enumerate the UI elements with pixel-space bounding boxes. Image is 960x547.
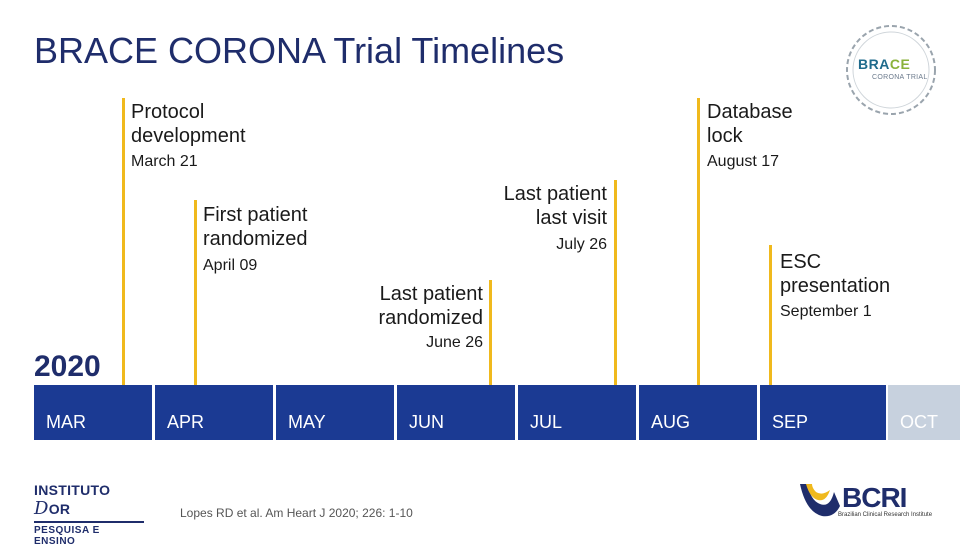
event-date: March 21: [131, 153, 198, 170]
event-date: August 17: [707, 153, 780, 170]
month-oct: OCT: [888, 385, 960, 440]
event-date: July 26: [556, 236, 607, 253]
citation-text: Lopes RD et al. Am Heart J 2020; 226: 1-…: [180, 506, 413, 520]
month-jul: JUL: [518, 385, 636, 440]
event-date: June 26: [426, 334, 483, 351]
month-mar: MAR: [34, 385, 152, 440]
event-title: Database lock: [707, 101, 793, 147]
month-apr: APR: [155, 385, 273, 440]
timeline-line-esc: [769, 245, 772, 398]
bcri-subtitle: Brazilian Clinical Research Institute: [838, 512, 933, 518]
brace-logo-text: BRACE: [858, 56, 911, 72]
page-title: BRACE CORONA Trial Timelines: [34, 30, 565, 71]
bcri-logo-text: BCRI: [842, 482, 907, 513]
timeline-line-last-randomized: [489, 280, 492, 398]
timeline-line-database-lock: [697, 98, 700, 398]
month-aug: AUG: [639, 385, 757, 440]
event-title: Last patient randomized: [378, 283, 483, 329]
event-title: Last patient last visit: [503, 183, 607, 229]
month-sep: SEP: [760, 385, 886, 440]
brace-logo-subtitle: CORONA TRIAL: [872, 74, 928, 81]
instituto-dor-logo: INSTITUTO DOR PESQUISA E ENSINO: [34, 482, 144, 547]
month-may: MAY: [276, 385, 394, 440]
year-label: 2020: [34, 350, 101, 383]
timeline-line-first-patient: [194, 200, 197, 398]
event-title: Protocol development: [131, 101, 246, 147]
timeline-line-last-visit: [614, 180, 617, 398]
event-title: ESC presentation: [780, 251, 891, 297]
month-jun: JUN: [397, 385, 515, 440]
event-date: April 09: [203, 257, 258, 274]
timeline-line-protocol: [122, 98, 125, 398]
event-date: September 1: [780, 303, 872, 320]
brace-gear-logo: [846, 25, 936, 115]
bcri-logo-mark: [800, 484, 840, 517]
event-title: First patient randomized: [203, 204, 308, 250]
